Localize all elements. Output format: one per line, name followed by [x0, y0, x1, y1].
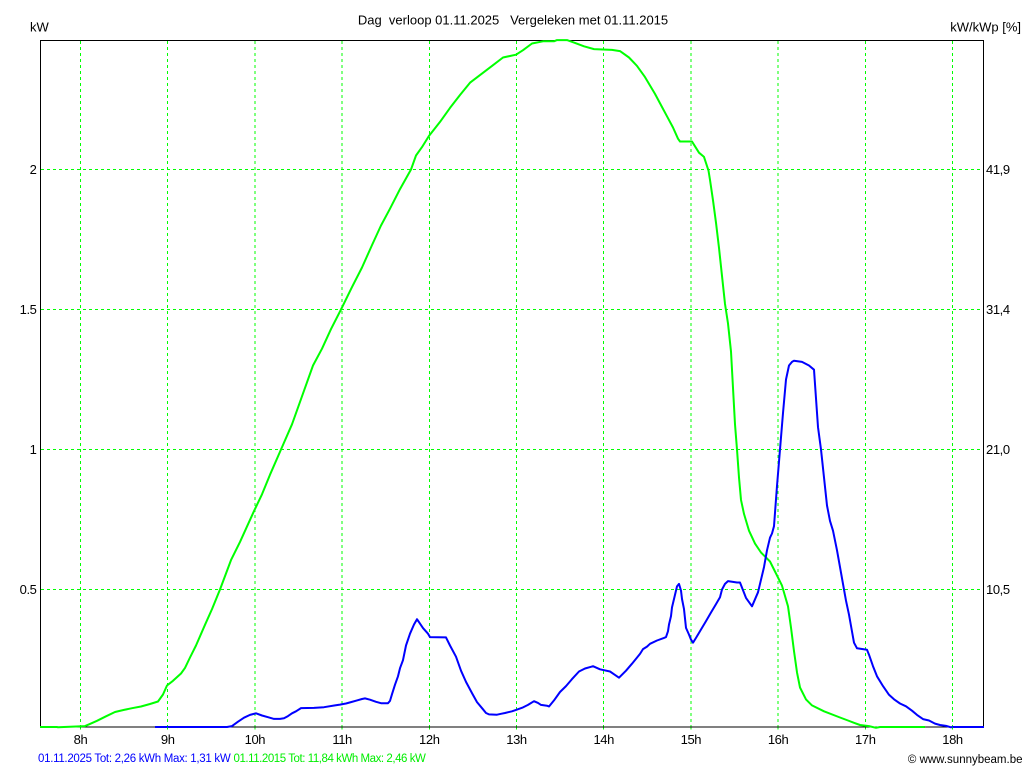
svg-text:13h: 13h — [506, 732, 527, 747]
svg-text:© www.sunnybeam.be: © www.sunnybeam.be — [908, 754, 1023, 766]
svg-text:10h: 10h — [245, 732, 266, 747]
svg-text:1.5: 1.5 — [20, 302, 37, 317]
svg-text:10,5: 10,5 — [986, 582, 1010, 597]
svg-text:31,4: 31,4 — [986, 302, 1010, 317]
svg-text:9h: 9h — [161, 732, 175, 747]
svg-text:2: 2 — [30, 162, 37, 177]
svg-text:Dag verloop 01.11.2025 Verg: Dag verloop 01.11.2025 Vergeleken met 01… — [358, 13, 668, 28]
svg-text:18h: 18h — [942, 732, 963, 747]
svg-text:16h: 16h — [768, 732, 789, 747]
svg-text:41,9: 41,9 — [986, 162, 1010, 177]
svg-text:21,0: 21,0 — [986, 442, 1010, 457]
svg-text:1: 1 — [30, 442, 37, 457]
svg-text:8h: 8h — [74, 732, 88, 747]
svg-text:11h: 11h — [332, 732, 352, 747]
svg-text:15h: 15h — [681, 732, 702, 747]
svg-text:kW: kW — [30, 20, 50, 35]
svg-text:01.11.2025 Tot: 2,26 kWh Max:: 01.11.2025 Tot: 2,26 kWh Max: 1,31 kW — [38, 753, 231, 765]
svg-text:14h: 14h — [593, 732, 614, 747]
svg-text:01.11.2015 Tot: 11,84 kWh Max:: 01.11.2015 Tot: 11,84 kWh Max: 2,46 kW — [234, 753, 427, 765]
svg-text:kW/kWp [%]: kW/kWp [%] — [950, 20, 1021, 35]
svg-text:17h: 17h — [855, 732, 876, 747]
svg-text:0.5: 0.5 — [20, 582, 37, 597]
svg-text:12h: 12h — [419, 732, 440, 747]
